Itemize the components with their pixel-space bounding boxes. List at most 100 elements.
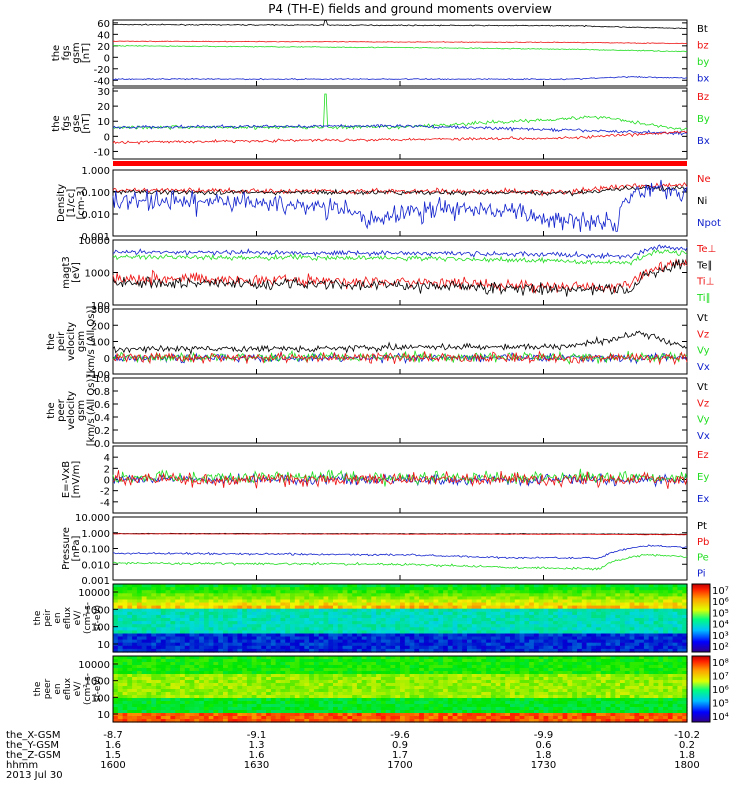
spectrogram-cell [376,627,382,631]
spectrogram-cell [366,618,372,622]
spectrogram-cell [290,692,296,696]
spectrogram-cell [223,621,229,625]
spectrogram-cell [567,614,573,619]
spectrogram-cell [356,677,363,681]
spectrogram-cell [390,692,396,696]
spectrogram-cell [610,639,616,644]
spectrogram-cell [419,656,425,660]
spectrogram-cell [285,689,291,693]
spectrogram-cell [261,671,267,675]
spectrogram-cell [533,618,540,622]
spectrogram-cell [117,590,124,594]
spectrogram-cell [117,707,124,711]
spectrogram-cell [294,627,301,631]
spectrogram-cell [639,593,645,597]
spectrogram-cell [581,605,588,610]
spectrogram-cell [371,593,377,597]
spectrogram-cell [376,593,382,597]
spectrogram-cell [132,627,138,631]
spectrogram-cell [452,659,458,663]
spectrogram-frame [112,583,688,653]
spectrogram-cell [663,636,669,641]
spectrogram-cell [524,608,530,613]
spectrogram-cell [342,621,348,625]
spectrogram-cell [127,639,133,644]
spectrogram-cell [419,645,425,650]
spectrogram-cell [486,683,492,687]
y-tick-label: 10 [97,640,110,651]
spectrogram-cell [490,618,497,622]
spectrogram-cell [557,686,564,690]
spectrogram-cell [361,683,368,687]
spectrogram-cell [471,621,478,625]
spectrogram-cell [318,633,325,638]
spectrogram-cell [519,618,525,622]
spectrogram-cell [529,665,535,669]
spectrogram-cell [184,683,191,687]
spectrogram-cell [194,599,200,604]
spectrogram-cell [208,602,215,607]
spectrogram-cell [428,608,435,613]
spectrogram-cell [170,707,176,711]
spectrogram-cell [519,677,525,681]
spectrogram-cell [113,695,119,699]
spectrogram-cell [438,639,444,644]
spectrogram-cell [213,587,219,591]
spectrogram-cell [428,618,435,622]
spectrogram-cell [658,698,664,702]
spectrogram-cell [447,599,454,604]
spectrogram-cell [452,636,458,641]
spectrogram-cell [151,692,157,696]
legend-Npot: Npot [697,218,721,229]
spectrogram-cell [404,596,411,601]
spectrogram-cell [347,630,353,635]
spectrogram-cell [658,665,664,669]
spectrogram-cell [428,698,435,702]
spectrogram-cell [256,671,262,675]
spectrogram-cell [572,605,578,610]
spectrogram-cell [658,692,664,696]
spectrogram-cell [524,633,530,638]
spectrogram-cell [141,636,148,641]
spectrogram-cell [419,590,425,594]
spectrogram-cell [648,683,655,687]
spectrogram-cell [481,614,487,619]
spectrogram-cell [323,630,329,635]
spectrogram-cell [500,624,506,628]
spectrogram-cell [266,692,272,696]
spectrogram-cell [223,590,229,594]
spectrogram-cell [232,593,238,597]
spectrogram-cell [467,627,473,631]
spectrogram-cell [624,621,631,625]
spectrogram-cell [648,677,655,681]
spectrogram-cell [600,659,607,663]
spectrogram-cell [443,692,449,696]
spectrogram-cell [557,662,564,666]
spectrogram-cell [256,686,262,690]
spectrogram-cell [170,627,176,631]
spectrogram-cell [438,593,444,597]
spectrogram-cell [543,621,549,625]
spectrogram-cell [486,596,492,601]
spectrogram-cell [313,630,320,635]
spectrogram-cell [175,692,181,696]
spectrogram-cell [352,599,358,604]
series-line [112,544,688,560]
spectrogram-cell [136,659,143,663]
spectrogram-cell [242,692,248,696]
spectrogram-cell [232,596,238,601]
spectrogram-cell [390,605,396,610]
spectrogram-cell [409,659,415,663]
spectrogram-cell [510,618,516,622]
spectrogram-cell [514,624,521,628]
spectrogram-cell [156,701,162,705]
spectrogram-cell [218,695,224,699]
spectrogram-cell [117,671,124,675]
spectrogram-cell [136,596,143,601]
spectrogram-cell [194,645,200,650]
spectrogram-cell [361,587,368,591]
spectrogram-cell [538,659,545,663]
spectrogram-cell [184,645,191,650]
spectrogram-cell [605,677,612,681]
spectrogram-cell [667,701,674,705]
